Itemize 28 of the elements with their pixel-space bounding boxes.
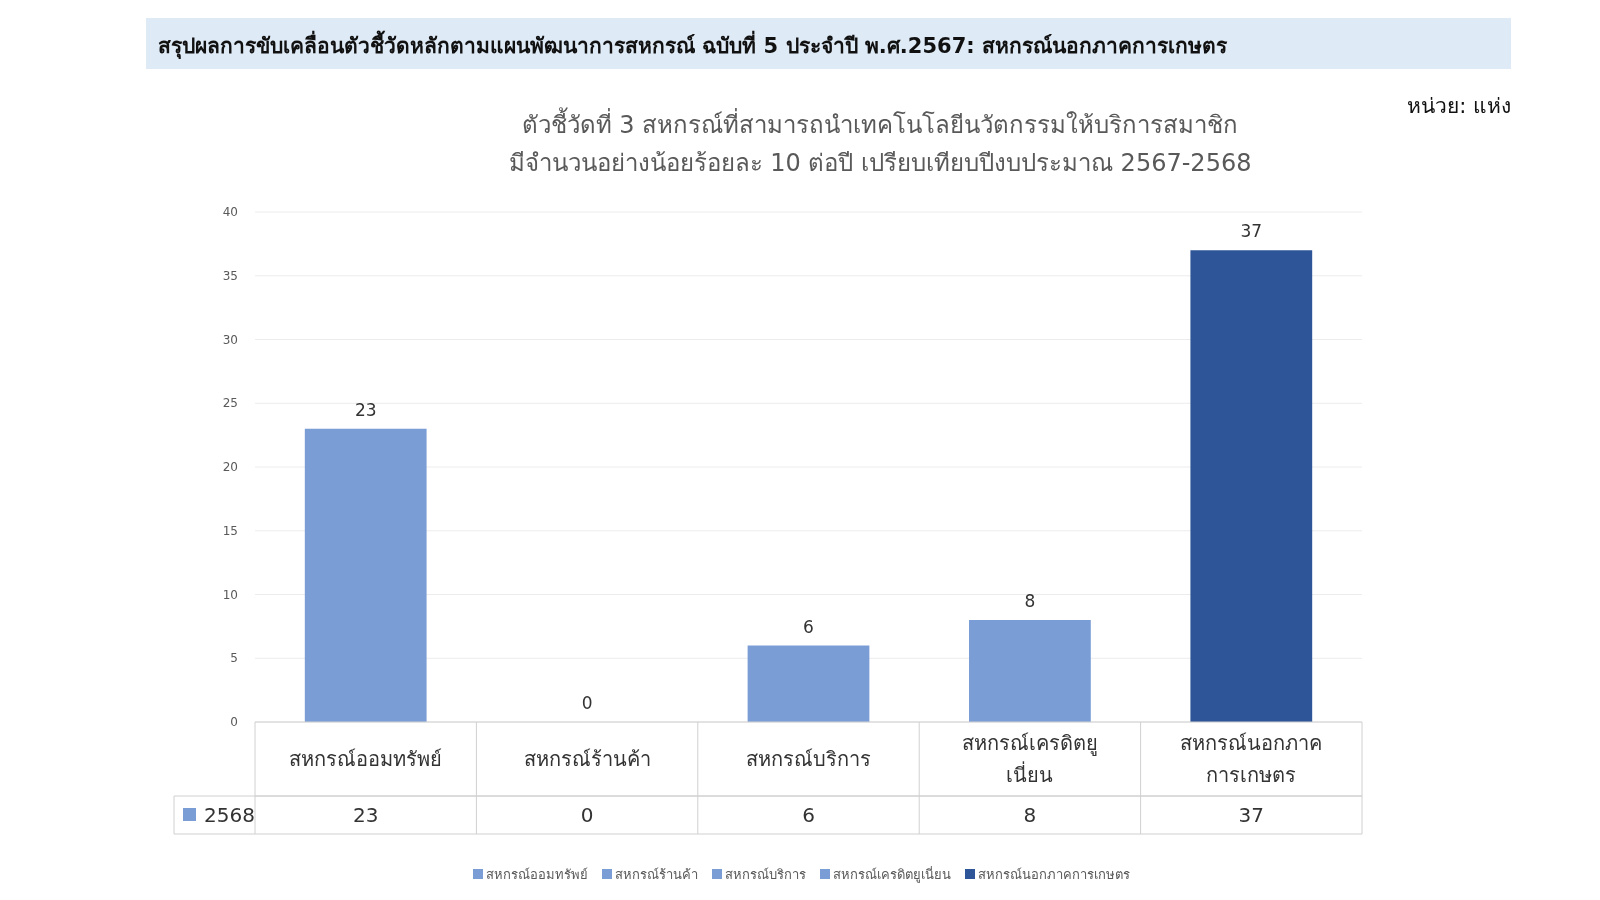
x-tick-label: สหกรณ์เครดิตยูเนี่ยน xyxy=(960,730,1099,789)
table-value: 6 xyxy=(802,803,815,827)
subtitle: มีจำนวนอย่างน้อยร้อยละ 10 ต่อปี เปรียบเทียบปีงบประมาณ 2567-2568 xyxy=(508,149,1252,177)
ytick: 5 xyxy=(230,651,238,666)
ytick: 40 xyxy=(222,205,238,219)
x-tick-label: สหกรณ์บริการ xyxy=(745,746,872,773)
annotation: หน่วย: แห่ง xyxy=(1407,94,1511,118)
series-name: 2568 xyxy=(204,803,255,827)
table-value: 23 xyxy=(352,803,379,827)
ytick: 10 xyxy=(222,587,238,602)
table-value: 37 xyxy=(1238,803,1265,827)
table-value: 0 xyxy=(580,803,594,827)
x-tick-label: สหกรณ์ร้านค้า xyxy=(522,746,652,773)
ytick: 0 xyxy=(230,715,238,729)
data-label: 8 xyxy=(1024,591,1036,611)
x-tick-label: สหกรณ์นอกภาคการเกษตร xyxy=(1179,730,1324,789)
ytick: 35 xyxy=(222,268,238,283)
ytick: 25 xyxy=(222,396,238,411)
x-tick-label: สหกรณ์ออมทรัพย์ xyxy=(288,746,444,773)
data-label: 6 xyxy=(803,616,814,637)
ytick: 30 xyxy=(222,332,238,347)
table-value: 8 xyxy=(1023,803,1037,827)
ytick: 20 xyxy=(222,460,238,474)
data-label: 23 xyxy=(354,399,377,420)
legend: สหกรณ์ออมทรัพย์ สหกรณ์ร้านค้า สหกรณ์บริการ สหกรณ์เครดิตยูเนี่ยน สหกรณ์นอกภาคการเกษตร xyxy=(473,867,1130,882)
ytick: 15 xyxy=(222,523,238,538)
data-label: 0 xyxy=(581,693,593,713)
data-label: 37 xyxy=(1240,221,1263,242)
